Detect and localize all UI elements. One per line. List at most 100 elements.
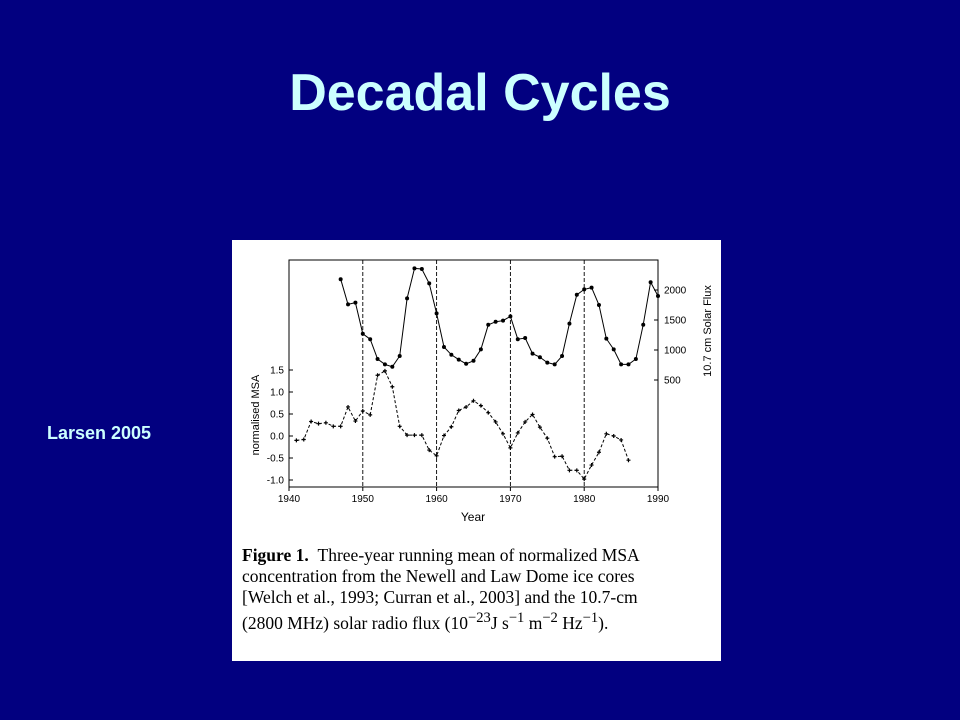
series-0-point-27 bbox=[537, 355, 542, 360]
series-1-point-24 bbox=[471, 398, 476, 403]
series-0-point-21 bbox=[493, 319, 498, 324]
series-0-point-6 bbox=[382, 362, 387, 367]
series-0-point-40 bbox=[633, 357, 638, 361]
x-tick-label-0: 1940 bbox=[278, 494, 301, 505]
series-1-point-0 bbox=[294, 438, 299, 443]
caption-sup-2: −1 bbox=[508, 610, 525, 626]
series-0-point-36 bbox=[604, 336, 609, 341]
series-0-point-2 bbox=[353, 300, 358, 305]
series-1-point-39 bbox=[582, 477, 587, 482]
series-0-point-16 bbox=[456, 357, 461, 362]
caption-sup-4: −1 bbox=[582, 610, 599, 626]
series-0-point-37 bbox=[611, 347, 616, 352]
figure-caption: Figure 1. Three-year running mean of nor… bbox=[242, 545, 712, 634]
series-1-point-7 bbox=[346, 404, 351, 409]
x-tick-label-4: 1980 bbox=[573, 494, 596, 505]
y-left-tick-label-2: 0.5 bbox=[270, 410, 284, 421]
series-0-point-17 bbox=[464, 361, 469, 366]
series-1-point-2 bbox=[309, 419, 314, 424]
series-0-point-30 bbox=[560, 354, 565, 358]
series-1-point-35 bbox=[552, 454, 557, 459]
plot-frame bbox=[288, 259, 659, 488]
series-0-point-24 bbox=[515, 337, 520, 342]
x-axis-title: Year bbox=[461, 510, 485, 524]
caption-line-3: [Welch et al., 1993; Curran et al., 2003… bbox=[242, 587, 638, 607]
caption-sup-1: −23 bbox=[468, 610, 491, 626]
series-0-point-43 bbox=[656, 294, 660, 298]
series-1-point-44 bbox=[619, 437, 624, 442]
x-tick-label-2: 1960 bbox=[425, 494, 448, 505]
series-1-point-26 bbox=[486, 410, 491, 415]
series-0-point-20 bbox=[486, 322, 491, 327]
caption-unit-2: m bbox=[524, 612, 543, 633]
series-1-point-11 bbox=[375, 373, 380, 378]
series-0-point-35 bbox=[596, 303, 601, 307]
series-0-point-34 bbox=[589, 285, 594, 290]
series-1-point-36 bbox=[560, 454, 565, 459]
series-1-point-22 bbox=[456, 408, 461, 413]
series-0-point-28 bbox=[545, 360, 550, 365]
series-0-point-0 bbox=[338, 277, 343, 282]
caption-line-4-text: (2800 MHz) solar radio flux (10 bbox=[242, 612, 468, 633]
x-tick-label-1: 1950 bbox=[352, 494, 375, 505]
series-0-point-9 bbox=[405, 296, 410, 301]
caption-line-2: concentration from the Newell and Law Do… bbox=[242, 566, 635, 586]
series-0-point-3 bbox=[360, 331, 365, 336]
series-0-line bbox=[340, 267, 659, 368]
series-1-point-23 bbox=[464, 404, 469, 409]
series-1-point-16 bbox=[412, 433, 417, 438]
series-1-point-42 bbox=[604, 431, 609, 436]
citation-label: Larsen 2005 bbox=[47, 423, 152, 443]
series-1-point-25 bbox=[478, 403, 483, 408]
series-0-point-32 bbox=[574, 292, 579, 297]
series-1-point-12 bbox=[382, 368, 387, 373]
series-1-line bbox=[296, 370, 629, 480]
series-1-point-13 bbox=[390, 384, 395, 389]
x-tick-label-5: 1990 bbox=[647, 494, 670, 505]
y-right-tick-label-2: 1000 bbox=[664, 346, 687, 357]
series-1-point-37 bbox=[567, 468, 572, 473]
y-left-tick-label-4: -0.5 bbox=[267, 454, 285, 465]
series-0-point-15 bbox=[449, 352, 454, 357]
series-0-point-11 bbox=[419, 267, 424, 271]
series-0-point-5 bbox=[375, 357, 380, 361]
series-1-point-40 bbox=[589, 463, 594, 468]
series-0-point-33 bbox=[582, 287, 587, 292]
series-1-point-19 bbox=[434, 453, 439, 458]
series-1-point-1 bbox=[301, 437, 306, 442]
y-left-tick-label-3: 0.0 bbox=[270, 432, 284, 443]
series-0-point-19 bbox=[478, 347, 483, 352]
chart: 1940 1950 1960 1970 1980 1990 1.5 1.0 0.5 0.0 -0.5… bbox=[250, 259, 714, 524]
caption-label: Figure 1. bbox=[242, 545, 309, 565]
series-1-point-32 bbox=[530, 412, 535, 417]
y-left-tick-label-5: -1.0 bbox=[267, 476, 285, 487]
series-1-point-38 bbox=[574, 468, 579, 473]
series-1-point-30 bbox=[515, 430, 520, 435]
series-0-point-7 bbox=[390, 364, 395, 369]
series-0-point-8 bbox=[397, 354, 402, 358]
series-1-point-27 bbox=[493, 419, 498, 424]
series-1-point-10 bbox=[368, 412, 373, 417]
series-1-point-34 bbox=[545, 436, 550, 441]
series-0-point-25 bbox=[523, 336, 528, 340]
series-1-point-29 bbox=[508, 445, 513, 450]
figure-panel: 1940 1950 1960 1970 1980 1990 1.5 1.0 0.5 0.0 -0.5… bbox=[232, 240, 721, 661]
series-1-point-9 bbox=[360, 408, 365, 413]
series-1-point-21 bbox=[449, 424, 454, 429]
series-0-point-31 bbox=[567, 321, 572, 326]
series-1-point-15 bbox=[405, 433, 410, 438]
series-0-point-23 bbox=[508, 314, 513, 319]
series-1-point-45 bbox=[626, 458, 631, 463]
series-0-point-18 bbox=[471, 358, 476, 363]
slide-title: Decadal Cycles bbox=[289, 64, 671, 122]
series-1-point-8 bbox=[353, 419, 358, 424]
series-1-point-14 bbox=[397, 424, 402, 429]
series-0-point-26 bbox=[530, 351, 535, 356]
series-1-point-18 bbox=[427, 448, 432, 453]
series-0-point-42 bbox=[648, 280, 653, 285]
y-axis-left-title: normalised MSA bbox=[250, 374, 262, 455]
series-0-point-10 bbox=[412, 266, 417, 271]
series-1-point-5 bbox=[331, 424, 336, 429]
series-1-point-20 bbox=[441, 433, 446, 438]
caption-line-4: (2800 MHz) solar radio flux (10−23J s−1 … bbox=[242, 608, 712, 634]
